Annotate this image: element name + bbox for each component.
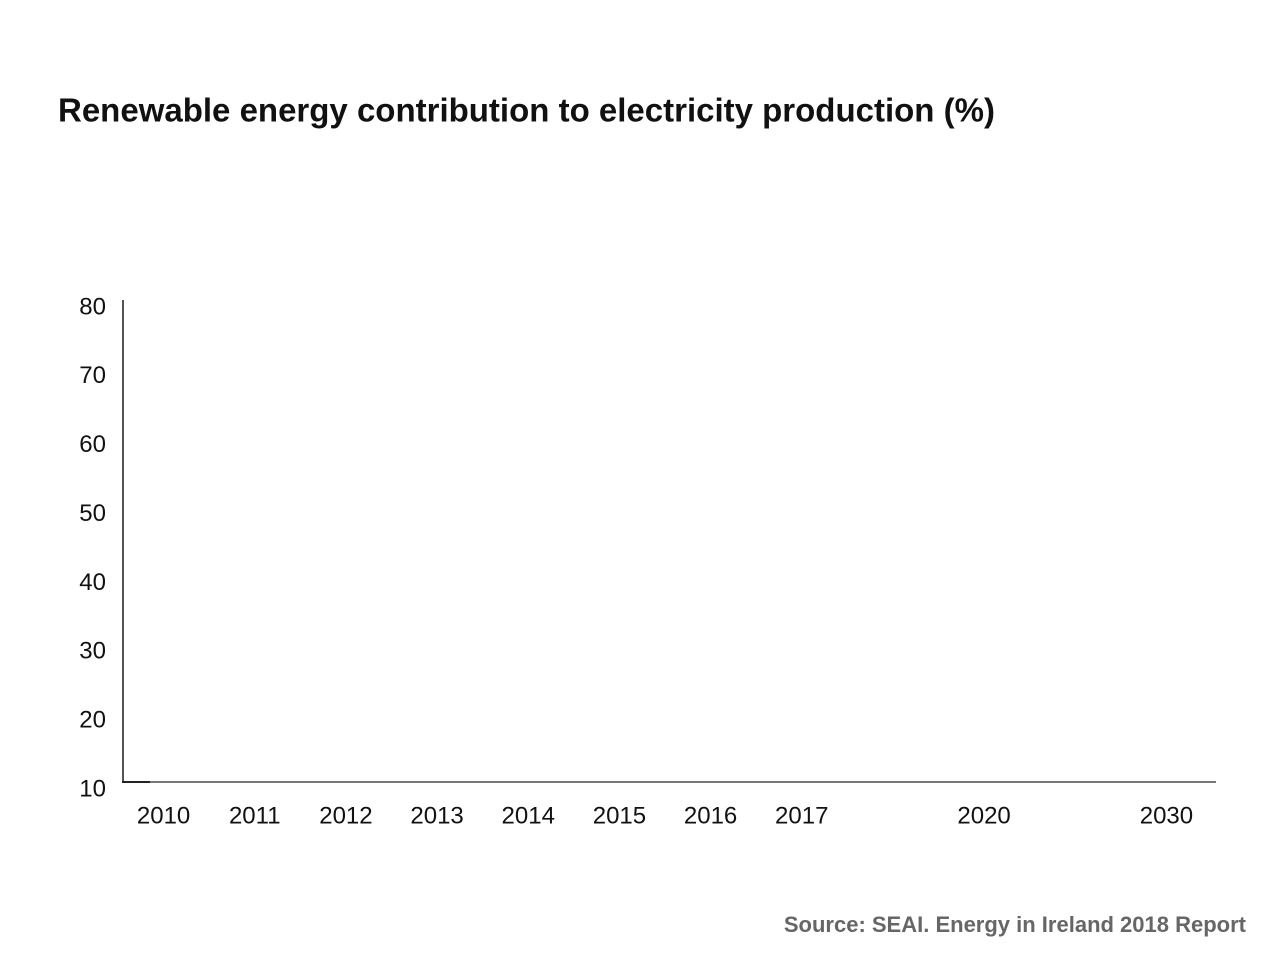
x-tick-label: 2020 (957, 802, 1010, 829)
x-tick-label: 2011 (229, 802, 281, 829)
x-tick-label: 2017 (775, 802, 828, 829)
source-note: Source: SEAI. Energy in Ireland 2018 Rep… (784, 912, 1247, 937)
chart-title: Renewable energy contribution to electri… (58, 92, 995, 129)
x-tick-label: 2030 (1140, 802, 1193, 829)
y-tick-label: 20 (79, 706, 106, 733)
x-tick-label: 2012 (319, 802, 372, 829)
x-tick-label: 2016 (684, 802, 737, 829)
y-tick-label: 80 (79, 293, 106, 320)
y-tick-label: 70 (79, 362, 106, 389)
x-tick-label: 2014 (502, 802, 555, 829)
x-tick-label: 2010 (137, 802, 190, 829)
y-tick-label: 60 (79, 431, 106, 458)
x-tick-label: 2013 (410, 802, 463, 829)
x-tick-label: 2015 (593, 802, 646, 829)
y-tick-label: 40 (79, 569, 106, 596)
y-tick-label: 30 (79, 638, 106, 665)
y-tick-label: 50 (79, 500, 106, 527)
y-tick-label: 10 (79, 775, 106, 802)
